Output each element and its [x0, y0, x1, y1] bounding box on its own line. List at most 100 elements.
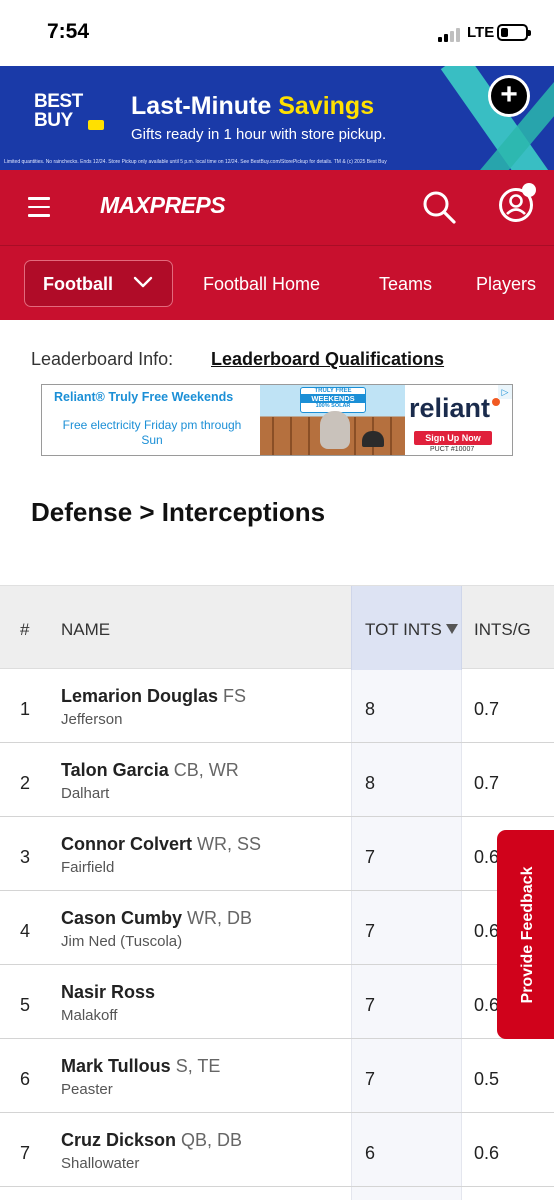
school-name[interactable]: Malakoff: [61, 1007, 118, 1024]
header-name[interactable]: NAME: [61, 620, 111, 639]
rank-cell: 3: [20, 847, 31, 867]
armadillo-mascot-icon: [320, 411, 350, 449]
nav-link-players[interactable]: Players: [476, 274, 537, 294]
rank-cell: 4: [20, 921, 31, 941]
battery-icon: [497, 24, 531, 41]
school-name[interactable]: Jim Ned (Tuscola): [61, 933, 183, 950]
player-position: S, TE: [175, 1056, 221, 1076]
school-name[interactable]: Jefferson: [61, 711, 123, 728]
reliant-sign-up-button[interactable]: Sign Up Now: [414, 431, 492, 445]
bestbuy-tag-icon: [88, 120, 104, 130]
truly-free-weekends-badge: TRULY FREE WEEKENDS 100% SOLAR: [300, 387, 366, 413]
nav-link-teams[interactable]: Teams: [379, 274, 433, 294]
rank-cell: 5: [20, 995, 31, 1015]
provide-feedback-label: Provide Feedback: [519, 866, 536, 1004]
search-icon[interactable]: [422, 190, 456, 224]
provide-feedback-button[interactable]: [497, 830, 554, 1039]
player-name-link[interactable]: Cruz Dickson QB, DB: [61, 1130, 243, 1150]
player-name-link[interactable]: Nasir Ross: [61, 982, 156, 1002]
player-position: CB, WR: [173, 760, 239, 780]
sorted-column-highlight: [351, 669, 462, 1200]
rank-cell: 2: [20, 773, 31, 793]
notification-dot-icon: [522, 183, 536, 197]
school-name[interactable]: Peaster: [61, 1081, 113, 1098]
table-row[interactable]: 7 Cruz Dickson QB, DB Shallowater 6 0.6: [0, 1113, 554, 1187]
tot-ints-cell: 8: [365, 699, 376, 719]
ad-expand-plus-icon[interactable]: +: [488, 75, 530, 117]
reliant-logo-dot-icon: [492, 398, 500, 406]
tot-ints-cell: 7: [365, 847, 376, 867]
player-position: QB, DB: [181, 1130, 243, 1150]
sorted-header-highlight: [351, 586, 462, 670]
reliant-ad-title: Reliant® Truly Free Weekends: [54, 390, 234, 404]
player-name-link[interactable]: Cason Cumby WR, DB: [61, 908, 253, 928]
ints-per-game-cell: 0.5: [474, 1069, 500, 1089]
tot-ints-cell: 6: [365, 1143, 376, 1163]
chevron-down-icon: [133, 276, 153, 288]
rank-cell: 1: [20, 699, 31, 719]
school-name[interactable]: Fairfield: [61, 859, 115, 876]
table-row[interactable]: 5 Nasir Ross Malakoff 7 0.6: [0, 965, 554, 1039]
sport-select-label: Football: [43, 274, 113, 294]
table-row[interactable]: 1 Lemarion Douglas FS Jefferson 8 0.7: [0, 669, 554, 743]
leaderboard-table: # NAME TOT INTS INTS/G 1 Lemarion Dougla…: [0, 585, 554, 1200]
maxpreps-logo[interactable]: MAXPREPS: [100, 192, 226, 218]
rank-cell: 7: [20, 1143, 31, 1163]
network-type: LTE: [467, 24, 495, 41]
table-row[interactable]: 3 Connor Colvert WR, SS Fairfield 7 0.6: [0, 817, 554, 891]
tot-ints-cell: 8: [365, 773, 376, 793]
ints-per-game-cell: 0.6: [474, 1143, 500, 1163]
player-name-link[interactable]: Lemarion Douglas FS: [61, 686, 247, 706]
sport-nav: Football Football Home Teams Players: [0, 245, 554, 320]
table-row[interactable]: 4 Cason Cumby WR, DB Jim Ned (Tuscola) 7…: [0, 891, 554, 965]
ad-fine-print: Limited quantities. No rainchecks. Ends …: [4, 159, 387, 165]
header-ints-per-game[interactable]: INTS/G: [474, 620, 531, 639]
ints-per-game-cell: 0.6: [474, 847, 500, 867]
hamburger-menu-icon[interactable]: [28, 197, 50, 217]
adchoices-icon[interactable]: ▷: [498, 385, 512, 399]
player-name-link[interactable]: Talon Garcia CB, WR: [61, 760, 239, 780]
reliant-license-text: PUCT #10007: [430, 446, 475, 453]
player-position: WR, SS: [197, 834, 262, 854]
ad-subtext: Gifts ready in 1 hour with store pickup.: [131, 126, 387, 143]
reliant-ad-subtitle: Free electricity Friday pm through Sun: [62, 418, 242, 447]
grill-icon: [362, 431, 384, 447]
status-bar: 7:54 LTE: [0, 0, 554, 66]
site-header: [0, 170, 554, 245]
tot-ints-cell: 7: [365, 995, 376, 1015]
leaderboard-info-label: Leaderboard Info:: [31, 349, 174, 369]
page-title: Defense > Interceptions: [31, 497, 326, 527]
rank-cell: 6: [20, 1069, 31, 1089]
bestbuy-ad-banner[interactable]: [0, 66, 554, 170]
table-row[interactable]: 2 Talon Garcia CB, WR Dalhart 8 0.7: [0, 743, 554, 817]
reliant-ad-illustration: TRULY FREE WEEKENDS 100% SOLAR: [260, 385, 405, 455]
sort-descending-icon: [445, 624, 458, 634]
tot-ints-cell: 7: [365, 1069, 376, 1089]
reliant-ad-text-panel: Reliant® Truly Free Weekends Free electr…: [42, 385, 260, 455]
status-time: 7:54: [47, 20, 90, 43]
signal-strength-icon: [438, 26, 464, 42]
school-name[interactable]: Shallowater: [61, 1155, 140, 1172]
ints-per-game-cell: 0.6: [474, 921, 500, 941]
ints-per-game-cell: 0.7: [474, 773, 500, 793]
reliant-logo: reliant: [409, 393, 491, 423]
table-header: # NAME TOT INTS INTS/G: [0, 585, 554, 670]
player-name-link[interactable]: Mark Tullous S, TE: [61, 1056, 221, 1076]
table-row[interactable]: 6 Mark Tullous S, TE Peaster 7 0.5: [0, 1039, 554, 1113]
nav-link-football-home[interactable]: Football Home: [203, 274, 321, 294]
leaderboard-qualifications-link[interactable]: Leaderboard Qualifications: [211, 349, 445, 369]
header-rank: #: [20, 620, 30, 639]
ad-headline: Last-Minute Savings: [131, 92, 375, 120]
ints-per-game-cell: 0.7: [474, 699, 500, 719]
school-name[interactable]: Dalhart: [61, 785, 110, 802]
player-name-link[interactable]: Connor Colvert WR, SS: [61, 834, 262, 854]
header-tot-ints[interactable]: TOT INTS: [365, 620, 458, 640]
player-position: WR, DB: [187, 908, 253, 928]
bestbuy-logo: BEST BUY: [34, 92, 104, 138]
tot-ints-cell: 7: [365, 921, 376, 941]
reliant-ad-banner[interactable]: Reliant® Truly Free Weekends Free electr…: [41, 384, 513, 456]
ints-per-game-cell: 0.6: [474, 995, 500, 1015]
profile-icon[interactable]: [498, 187, 534, 223]
sport-select[interactable]: Football: [24, 260, 173, 307]
player-position: FS: [223, 686, 247, 706]
